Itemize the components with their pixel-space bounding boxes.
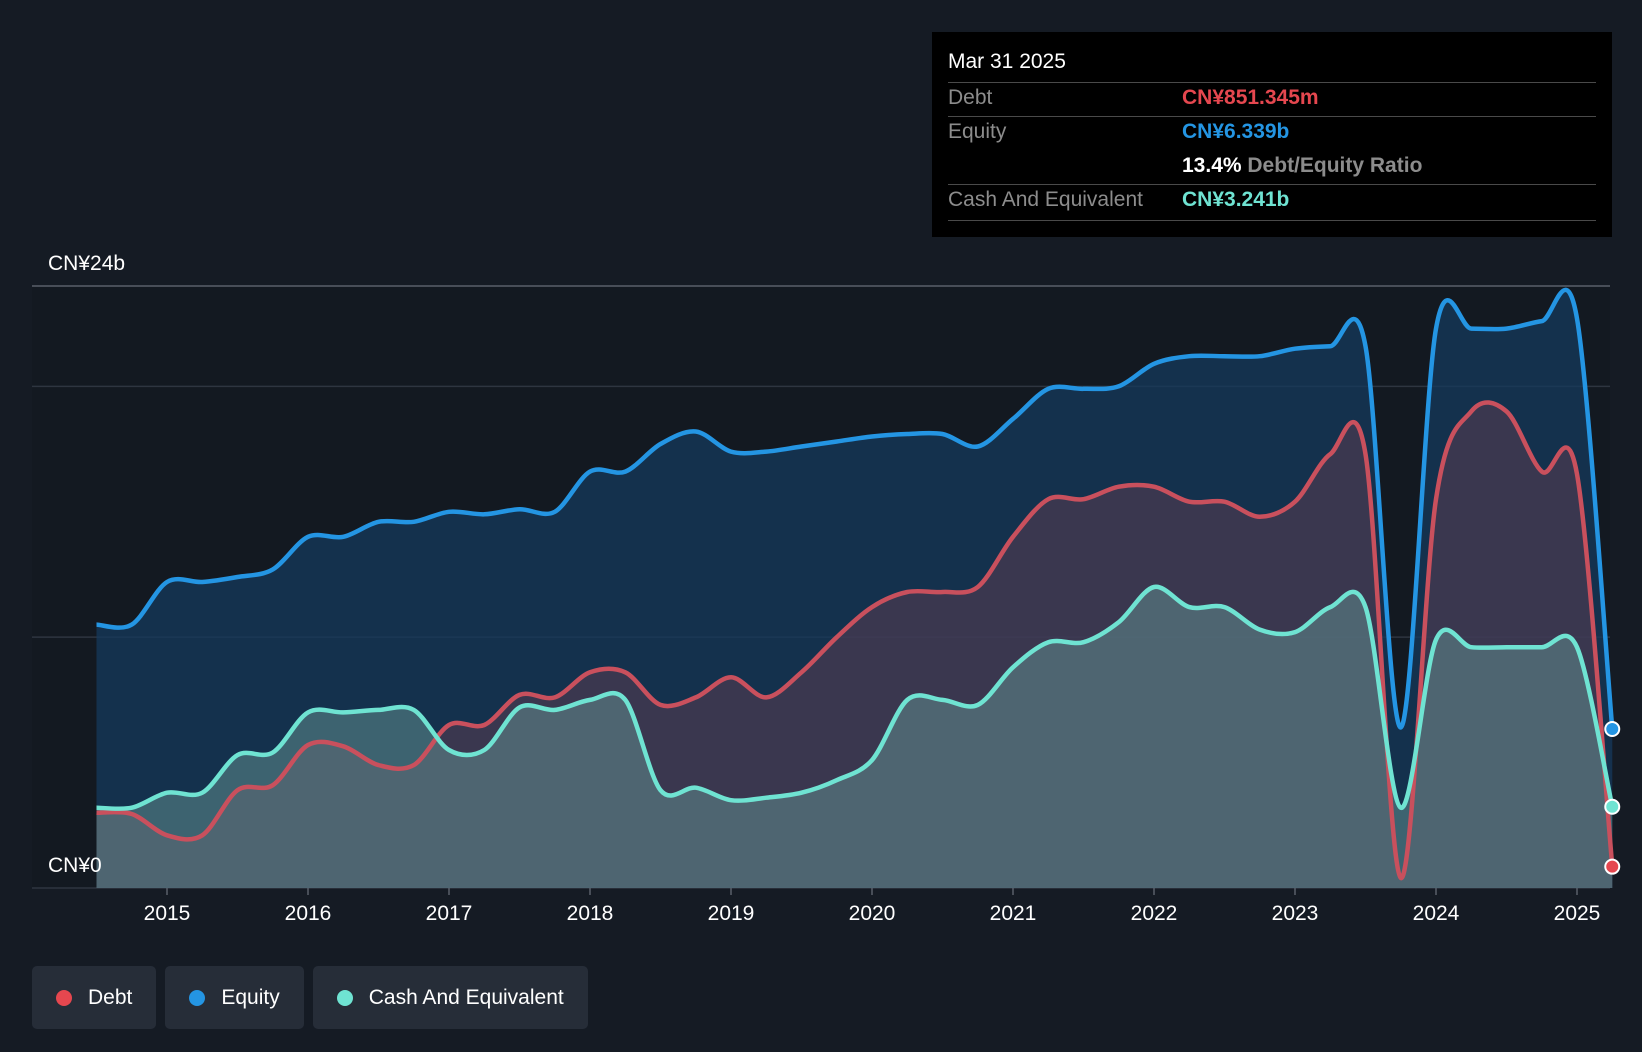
tooltip-debt-value: CN¥851.345m — [1182, 86, 1319, 109]
legend-dot-debt — [56, 989, 72, 1006]
tooltip-equity-label: Equity — [948, 120, 1007, 143]
equity-line — [96, 287, 1615, 730]
cash-and-equivalent-line — [96, 584, 1615, 812]
tooltip-cash-value: CN¥3.241b — [1182, 188, 1290, 211]
x-tick-label: 2024 — [1413, 902, 1460, 925]
legend-label-debt: Debt — [88, 985, 133, 1009]
x-tick-label: 2015 — [144, 902, 191, 925]
tooltip-divider — [948, 82, 1596, 83]
legend-label-equity: Equity — [221, 985, 280, 1009]
equity-end-marker — [1604, 720, 1621, 737]
y-tick-label: CN¥24b — [48, 252, 125, 275]
tooltip-divider — [948, 116, 1596, 117]
x-tick-label: 2025 — [1554, 902, 1601, 925]
tooltip-equity-value: CN¥6.339b — [1182, 120, 1290, 143]
x-tick-label: 2018 — [567, 902, 614, 925]
legend-dot-equity — [189, 989, 206, 1006]
data-tooltip: Mar 31 2025 Debt CN¥851.345m Equity CN¥6… — [932, 32, 1612, 237]
x-tick-label: 2016 — [285, 902, 332, 925]
x-tick-label: 2023 — [1272, 902, 1319, 925]
debt-end-marker — [1604, 858, 1621, 875]
legend-item-debt[interactable]: Debt — [32, 966, 157, 1029]
x-tick-label: 2021 — [990, 902, 1037, 925]
x-tick-label: 2017 — [426, 902, 473, 925]
legend-dot-cash — [336, 989, 353, 1006]
cash-and-equivalent-end-marker — [1604, 798, 1621, 815]
legend-item-cash[interactable]: Cash And Equivalent — [312, 966, 588, 1029]
y-tick-label: CN¥0 — [48, 854, 102, 877]
debt-line — [96, 400, 1615, 881]
chart-legend: Debt Equity Cash And Equivalent — [32, 966, 588, 1029]
tooltip-divider — [948, 184, 1596, 185]
tooltip-cash-label: Cash And Equivalent — [948, 188, 1143, 211]
x-tick-label: 2020 — [849, 902, 896, 925]
tooltip-ratio-value: 13.4% — [1182, 154, 1242, 177]
x-tick-label: 2022 — [1131, 902, 1178, 925]
tooltip-debt-label: Debt — [948, 86, 993, 109]
legend-item-equity[interactable]: Equity — [165, 966, 304, 1029]
tooltip-date: Mar 31 2025 — [948, 50, 1066, 73]
tooltip-divider — [948, 220, 1596, 221]
x-tick-label: 2019 — [708, 902, 755, 925]
tooltip-ratio-label: Debt/Equity Ratio — [1247, 154, 1423, 177]
legend-label-cash: Cash And Equivalent — [368, 985, 564, 1009]
tooltip-ratio: 13.4% Debt/Equity Ratio — [1182, 154, 1422, 178]
cash-and-equivalent-area — [96, 586, 1613, 888]
